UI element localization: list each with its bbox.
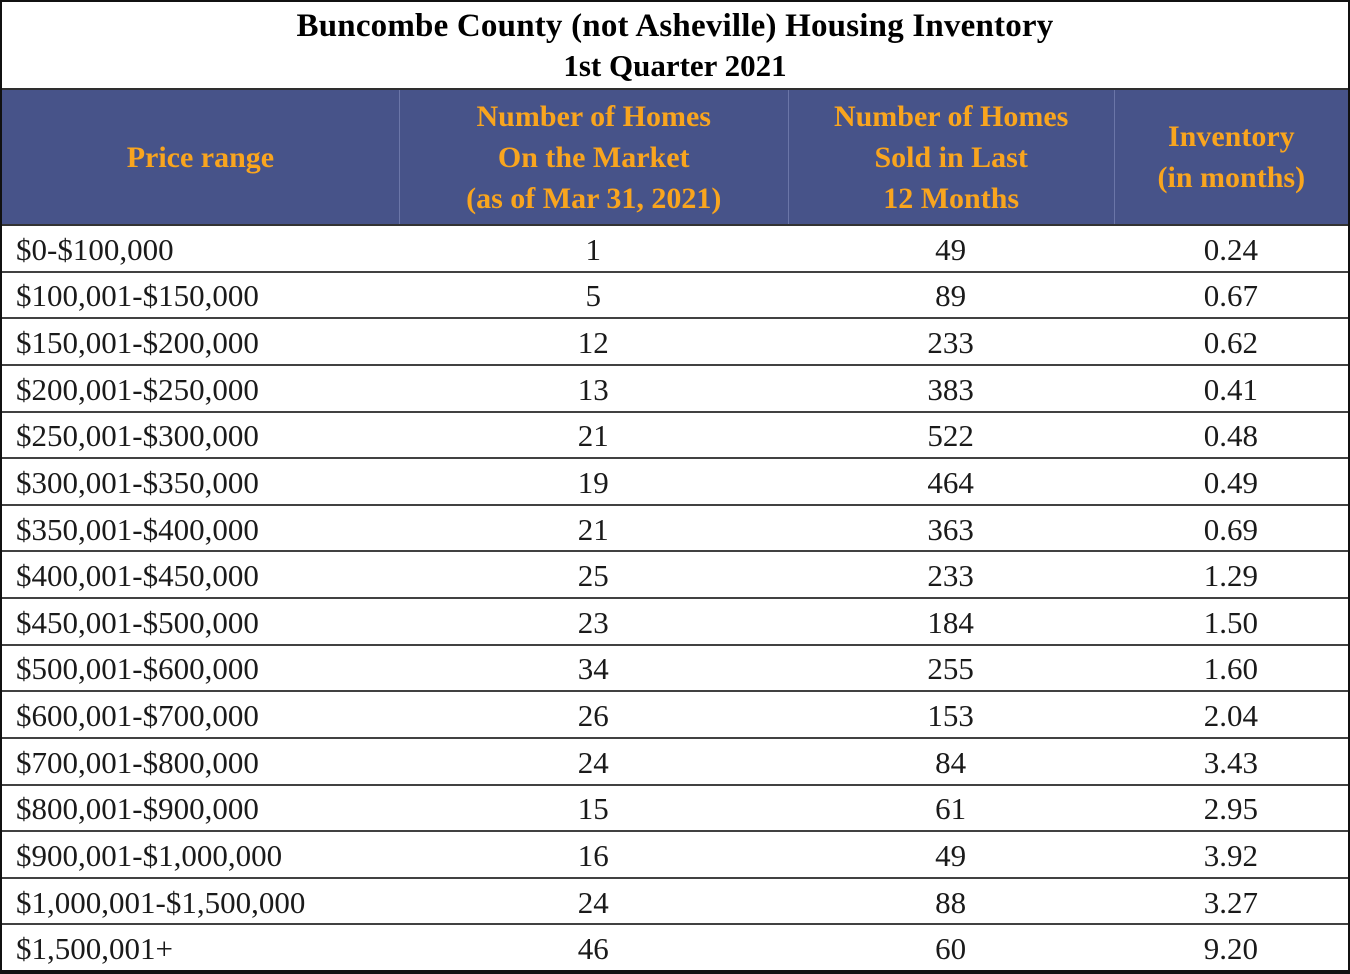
cell-homes-on-market: 16	[577, 837, 609, 873]
table-header-row: Price range Number of Homes On the Market (…	[2, 90, 1348, 226]
cell-inventory-months: 1.60	[1203, 651, 1258, 687]
table-row: $100,001-$150,000 5 89 0.67	[2, 270, 1348, 318]
cell-inventory-months: 0.67	[1203, 278, 1258, 314]
cell-price-range: $800,001-$900,000	[16, 791, 259, 827]
column-header-price-range: Price range	[2, 90, 399, 224]
table-row: $700,001-$800,000 24 84 3.43	[2, 736, 1348, 784]
table-row: $150,001-$200,000 12 233 0.62	[2, 317, 1348, 364]
column-header-line: Price range	[126, 140, 275, 174]
cell-inventory-months: 0.48	[1203, 418, 1258, 454]
column-header-line: Sold in Last	[874, 140, 1028, 174]
cell-inventory-months: 0.24	[1203, 231, 1258, 267]
cell-homes-on-market: 25	[577, 558, 609, 594]
cell-homes-sold: 60	[935, 931, 967, 967]
cell-homes-sold: 233	[927, 558, 974, 594]
column-header-line: Number of Homes	[476, 99, 711, 133]
table-row: $300,001-$350,000 19 464 0.49	[2, 457, 1348, 504]
cell-homes-sold: 363	[927, 511, 974, 547]
cell-homes-sold: 49	[935, 837, 967, 873]
cell-homes-on-market: 23	[577, 604, 609, 640]
cell-price-range: $150,001-$200,000	[16, 325, 259, 361]
cell-homes-on-market: 26	[577, 698, 609, 734]
cell-price-range: $350,001-$400,000	[16, 511, 259, 547]
table-row: $600,001-$700,000 26 153 2.04	[2, 690, 1348, 737]
cell-homes-on-market: 21	[577, 511, 609, 547]
cell-price-range: $0-$100,000	[16, 231, 174, 267]
cell-homes-on-market: 21	[577, 418, 609, 454]
column-header-line: Inventory	[1167, 120, 1295, 153]
cell-inventory-months: 3.43	[1203, 744, 1258, 780]
cell-inventory-months: 0.49	[1203, 464, 1258, 500]
cell-homes-sold: 464	[927, 464, 974, 500]
cell-price-range: $500,001-$600,000	[16, 651, 259, 687]
cell-price-range: $1,000,001-$1,500,000	[16, 884, 306, 920]
column-header-line: (as of Mar 31, 2021)	[466, 181, 722, 215]
cell-homes-sold: 49	[935, 231, 967, 267]
cell-inventory-months: 0.62	[1203, 325, 1258, 361]
column-header-on-market: Number of Homes On the Market (as of Mar 3…	[398, 90, 788, 224]
table-row: $200,001-$250,000 13 383 0.41	[2, 363, 1348, 411]
column-header-sold-12-months: Number of Homes Sold in Last 12 Months	[787, 90, 1114, 224]
table-row: $800,001-$900,000 15 61 2.95	[2, 783, 1348, 831]
cell-homes-sold: 153	[927, 698, 974, 734]
cell-homes-sold: 61	[935, 791, 967, 827]
table-row: $1,000,001-$1,500,000 24 88 3.27	[2, 876, 1348, 924]
cell-price-range: $900,001-$1,000,000	[16, 837, 283, 873]
cell-inventory-months: 0.69	[1203, 511, 1258, 547]
column-header-line: (in months)	[1157, 161, 1306, 194]
column-header-inventory-months: Inventory (in months)	[1113, 90, 1348, 224]
column-header-line: Number of Homes	[833, 99, 1069, 133]
table-row: $900,001-$1,000,000 16 49 3.92	[2, 830, 1348, 877]
title-line-1: Buncombe County (not Asheville) Housing …	[296, 8, 1054, 44]
table-row: $250,001-$300,000 21 522 0.48	[2, 410, 1348, 458]
column-header-line: On the Market	[497, 140, 690, 174]
cell-homes-on-market: 24	[577, 744, 609, 780]
table-row: $500,001-$600,000 34 255 1.60	[2, 643, 1348, 691]
table-row: $1,500,001+ 46 60 9.20	[2, 923, 1348, 970]
cell-homes-on-market: 19	[577, 464, 609, 500]
cell-inventory-months: 2.95	[1203, 791, 1258, 827]
cell-inventory-months: 2.04	[1203, 698, 1258, 734]
cell-inventory-months: 9.20	[1203, 931, 1258, 967]
cell-inventory-months: 0.41	[1203, 371, 1258, 407]
cell-price-range: $1,500,001+	[16, 931, 173, 967]
cell-price-range: $600,001-$700,000	[16, 698, 259, 734]
cell-price-range: $400,001-$450,000	[16, 558, 259, 594]
cell-homes-on-market: 13	[577, 371, 609, 407]
cell-homes-on-market: 24	[577, 884, 609, 920]
cell-homes-on-market: 46	[577, 931, 609, 967]
cell-homes-on-market: 34	[577, 651, 609, 687]
table-row: $350,001-$400,000 21 363 0.69	[2, 503, 1348, 551]
table-title: Buncombe County (not Asheville) Housing …	[2, 2, 1348, 90]
cell-inventory-months: 3.92	[1203, 837, 1258, 873]
table-row: $0-$100,000 1 49 0.24	[2, 226, 1348, 271]
cell-price-range: $100,001-$150,000	[16, 278, 259, 314]
cell-inventory-months: 1.50	[1203, 604, 1258, 640]
cell-inventory-months: 1.29	[1203, 558, 1258, 594]
cell-price-range: $250,001-$300,000	[16, 418, 259, 454]
title-line-2: 1st Quarter 2021	[563, 48, 787, 83]
cell-homes-sold: 88	[935, 884, 967, 920]
cell-homes-on-market: 5	[585, 278, 601, 314]
cell-price-range: $300,001-$350,000	[16, 464, 259, 500]
cell-homes-sold: 255	[927, 651, 974, 687]
cell-homes-sold: 233	[927, 325, 974, 361]
cell-homes-on-market: 15	[577, 791, 609, 827]
cell-homes-sold: 184	[927, 604, 974, 640]
table-row: $400,001-$450,000 25 233 1.29	[2, 550, 1348, 597]
cell-inventory-months: 3.27	[1203, 884, 1258, 920]
cell-homes-sold: 522	[927, 418, 974, 454]
table-row: $450,001-$500,000 23 184 1.50	[2, 597, 1348, 644]
cell-price-range: $200,001-$250,000	[16, 371, 259, 407]
cell-homes-sold: 89	[935, 278, 967, 314]
table-body: $0-$100,000 1 49 0.24 $100,001-$150,000 5 89 0.…	[2, 226, 1348, 970]
cell-homes-on-market: 12	[577, 325, 609, 361]
column-header-line: 12 Months	[883, 181, 1020, 215]
cell-homes-sold: 383	[927, 371, 974, 407]
cell-homes-on-market: 1	[585, 231, 601, 267]
cell-price-range: $700,001-$800,000	[16, 744, 259, 780]
cell-price-range: $450,001-$500,000	[16, 604, 259, 640]
cell-homes-sold: 84	[935, 744, 967, 780]
